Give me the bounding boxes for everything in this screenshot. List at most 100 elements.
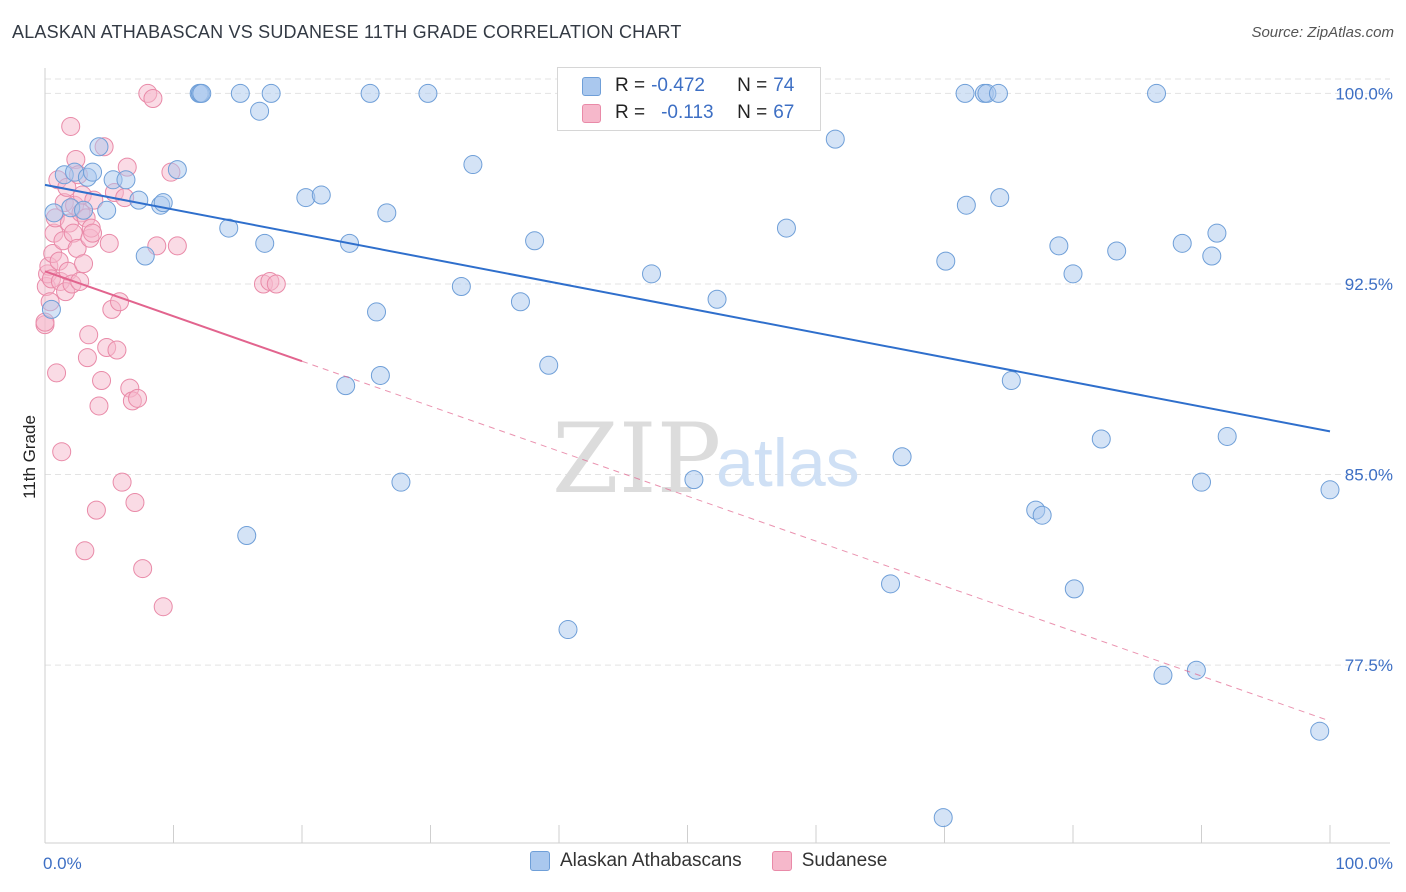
chart-title: ALASKAN ATHABASCAN VS SUDANESE 11TH GRAD… xyxy=(12,22,682,42)
legend-label-alaskan: Alaskan Athabascans xyxy=(560,850,742,871)
legend-swatch-blue xyxy=(582,76,601,96)
point-alaskan xyxy=(956,195,976,215)
point-alaskan xyxy=(192,83,212,103)
point-alaskan xyxy=(129,190,149,210)
legend-item-alaskan[interactable]: Alaskan Athabascans xyxy=(530,850,742,872)
point-alaskan xyxy=(936,251,956,271)
point-alaskan xyxy=(776,218,796,238)
trendline-dashed xyxy=(301,360,1331,722)
point-sudanese xyxy=(133,559,153,579)
point-alaskan xyxy=(1186,660,1206,680)
point-alaskan xyxy=(707,289,727,309)
legend-r-value: -0.472 xyxy=(651,75,705,96)
point-alaskan xyxy=(370,365,390,385)
point-alaskan xyxy=(892,447,912,467)
point-sudanese xyxy=(167,236,187,256)
point-alaskan xyxy=(367,302,387,322)
watermark-zip: ZIP xyxy=(552,403,721,515)
trendline-solid xyxy=(44,183,1331,433)
series-alaskan-athabascans xyxy=(41,83,1340,828)
point-sudanese xyxy=(75,541,95,561)
trendline-solid xyxy=(44,270,303,363)
point-alaskan xyxy=(1172,233,1192,253)
legend-swatch-blue xyxy=(530,851,550,871)
point-alaskan xyxy=(525,231,545,251)
legend-swatch-pink xyxy=(771,851,792,871)
point-alaskan xyxy=(1153,665,1173,685)
point-alaskan xyxy=(1217,426,1237,446)
point-alaskan xyxy=(988,83,1008,103)
y-tick-label: 92.5% xyxy=(1345,275,1393,294)
source-credit: Source: ZipAtlas.com xyxy=(1251,24,1394,41)
legend-n-label: N = xyxy=(737,75,768,96)
point-alaskan xyxy=(1192,472,1211,492)
point-alaskan xyxy=(250,101,270,121)
point-alaskan xyxy=(391,472,411,492)
point-sudanese xyxy=(79,325,99,345)
point-alaskan xyxy=(418,83,438,103)
point-alaskan xyxy=(539,355,559,375)
point-sudanese xyxy=(266,274,286,294)
legend-swatch-pink xyxy=(582,103,601,123)
series-legend: Alaskan Athabascans Sudanese xyxy=(530,850,917,872)
point-alaskan xyxy=(167,160,187,180)
point-alaskan xyxy=(1207,223,1227,243)
y-tick-label: 85.0% xyxy=(1345,466,1393,485)
point-sudanese xyxy=(52,442,72,462)
point-alaskan xyxy=(311,185,331,205)
legend-row-alaskan: R = -0.472 N = 74 xyxy=(558,72,794,100)
point-sudanese xyxy=(107,340,127,360)
point-sudanese xyxy=(47,363,67,383)
point-sudanese xyxy=(77,348,97,368)
point-alaskan xyxy=(255,233,275,253)
legend-n-value: 67 xyxy=(773,102,795,123)
point-alaskan xyxy=(1063,264,1083,284)
point-alaskan xyxy=(881,574,901,594)
point-sudanese xyxy=(153,597,173,617)
y-tick-label: 100.0% xyxy=(1335,84,1393,103)
point-sudanese xyxy=(89,396,109,416)
trendlines xyxy=(44,183,1331,722)
point-sudanese xyxy=(74,254,94,274)
tick-labels: 100.0% 92.5% 85.0% 77.5% 0.0% 100.0% xyxy=(43,84,1393,873)
point-alaskan xyxy=(89,137,109,157)
legend-r-value: -0.113 xyxy=(661,102,714,123)
legend-r-label: R = xyxy=(615,75,646,96)
point-alaskan xyxy=(1049,236,1069,256)
x-tick-label: 0.0% xyxy=(43,854,82,873)
legend-row-sudanese: R = -0.113 N = 67 xyxy=(558,99,794,127)
x-tick-label: 100.0% xyxy=(1335,854,1393,873)
point-alaskan xyxy=(955,83,975,103)
stats-legend: R = -0.472 N = 74 R = -0.113 N = 67 xyxy=(557,67,821,131)
point-alaskan xyxy=(230,83,250,103)
point-alaskan xyxy=(451,277,471,297)
point-alaskan xyxy=(933,808,953,828)
point-alaskan xyxy=(261,83,281,103)
point-alaskan xyxy=(463,155,483,175)
point-alaskan xyxy=(237,526,257,546)
point-alaskan xyxy=(1064,579,1084,599)
point-alaskan xyxy=(1091,429,1111,449)
point-alaskan xyxy=(336,376,356,396)
axes xyxy=(44,68,1390,844)
point-alaskan xyxy=(135,246,155,266)
point-alaskan xyxy=(116,170,136,190)
point-alaskan xyxy=(41,299,61,319)
watermark-atlas: atlas xyxy=(716,425,860,501)
point-alaskan xyxy=(377,203,397,223)
point-alaskan xyxy=(558,620,578,640)
point-sudanese xyxy=(110,292,130,312)
legend-label-sudanese: Sudanese xyxy=(801,850,888,871)
point-alaskan xyxy=(1001,371,1021,391)
point-alaskan xyxy=(1032,505,1052,525)
point-sudanese xyxy=(112,472,132,492)
legend-item-sudanese[interactable]: Sudanese xyxy=(771,850,888,872)
point-sudanese xyxy=(128,388,148,408)
point-alaskan xyxy=(1107,241,1127,261)
point-alaskan xyxy=(825,129,845,149)
legend-n-label: N = xyxy=(737,102,768,123)
point-sudanese xyxy=(92,371,112,391)
point-sudanese xyxy=(83,223,103,243)
y-tick-label: 77.5% xyxy=(1345,656,1393,675)
